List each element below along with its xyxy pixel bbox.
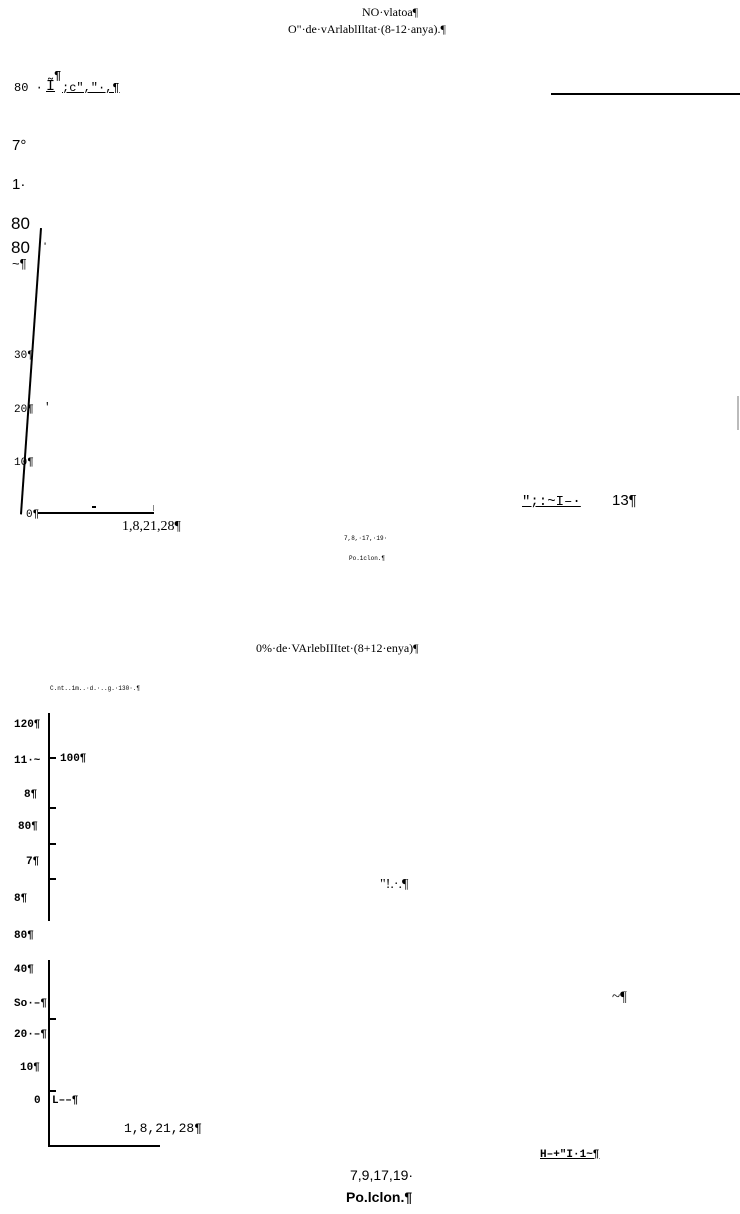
tick-2-f: [48, 1090, 56, 1092]
x-axis-dot: [92, 506, 96, 508]
y-axis-line-2-lower: [48, 960, 50, 1146]
section-1-subtitle: O"·de·vArlablIltat·(8-12·anya).¶: [288, 23, 446, 35]
y-tick-30: 30¶: [14, 351, 34, 362]
y-label-2-3: 8¶: [24, 790, 37, 801]
x-label-2: Po.lclon.¶: [346, 1190, 412, 1204]
y-tick-0: 0¶: [26, 510, 39, 521]
y-tick-10: 10¶: [14, 458, 34, 469]
y-label-80-b: 80: [11, 239, 30, 256]
y-label-2-7: 80¶: [14, 931, 34, 942]
y-label-2-0: 120¶: [14, 720, 40, 731]
x-axis-values-1: 1,8,21,28¶: [122, 520, 181, 534]
y-label-2-8: 40¶: [14, 965, 34, 976]
tick-2-b: [48, 807, 56, 809]
x-axis-values-2: 1,8,21,28¶: [124, 1122, 202, 1135]
header-rule-right: [551, 93, 740, 95]
x-axis-line-1: [38, 512, 154, 514]
x-axis-end-tick: [153, 505, 154, 511]
y-label-2-12: 0: [34, 1096, 41, 1107]
y-label-2-11: 10¶: [20, 1063, 40, 1074]
left-label-2: 1·: [12, 177, 25, 192]
right-garble-2: ~¶: [612, 990, 627, 1005]
x-values-2: 7,9,17,19·: [350, 1168, 413, 1182]
section-2-caption: C.nt..1m..·d.·..g.·130·.¶: [50, 686, 140, 692]
y-label-80-b-tick: ': [44, 242, 46, 253]
header-label: 80 ·: [14, 82, 43, 94]
y-label-2-2: 100¶: [60, 754, 86, 765]
y-label-2-5: 7¶: [26, 857, 39, 868]
header-garble: ;c","·,¶: [62, 82, 120, 94]
y-label-2-4: 80¶: [18, 822, 38, 833]
y-label-tilde: ~¶: [12, 257, 27, 270]
tick-2-c: [48, 843, 56, 845]
x-small-values-1: 7,8,·17,·19·: [344, 536, 387, 542]
x-small-label-1: Po.1clon.¶: [349, 556, 385, 562]
right-edge-mark: [737, 396, 739, 430]
right-value-1: 13¶: [612, 493, 637, 508]
section-1-title: NO·vlatoa¶: [362, 6, 418, 18]
tick-2-a: [48, 757, 56, 759]
x-axis-line-2: [48, 1145, 160, 1147]
right-label-2: H–+"I·1~¶: [540, 1150, 599, 1161]
section-2-title: 0%·de·VArlebIIItet·(8+12·enya)¶: [256, 642, 419, 654]
tick-2-d: [48, 878, 56, 880]
y-tick-20-mark: ': [44, 403, 51, 414]
right-garble-1: ";:~I–·: [522, 495, 581, 509]
header-pilcrow: ¶: [54, 70, 61, 82]
tick-2-e: [48, 1018, 56, 1020]
y-label-2-1: 11·~: [14, 756, 40, 767]
y-label-2-13: L––¶: [52, 1096, 78, 1107]
y-label-80-a: 80: [11, 215, 30, 232]
y-tick-20: 20¶: [14, 405, 34, 416]
mid-garble-2: "!.·.¶: [380, 878, 408, 892]
y-label-2-6: 8¶: [14, 894, 27, 905]
y-label-2-10: 20·–¶: [14, 1030, 47, 1041]
y-axis-line-2: [48, 713, 50, 921]
y-label-2-9: So·–¶: [14, 999, 47, 1010]
left-label-1: 7°: [12, 138, 26, 153]
